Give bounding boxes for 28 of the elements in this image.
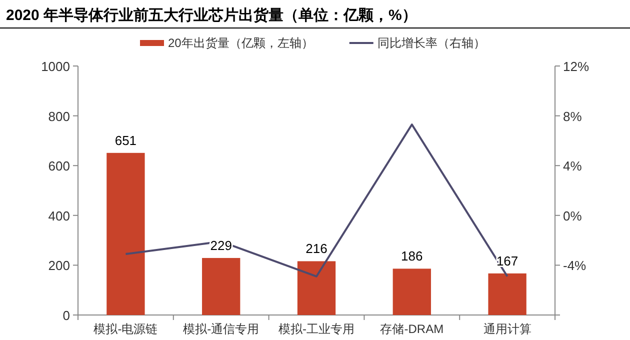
chart-title: 2020 年半导体行业前五大行业芯片出货量（单位：亿颗，%） xyxy=(6,7,417,24)
bar xyxy=(297,261,336,315)
data-label: 651 xyxy=(114,132,137,148)
x-tick-label: 模拟-工业专用 xyxy=(278,322,354,336)
x-tick-label: 模拟-电源链 xyxy=(94,322,158,336)
data-label: 216 xyxy=(306,241,328,256)
y-tick-label: 0 xyxy=(62,308,70,323)
y2-tick-label: 12% xyxy=(563,59,590,74)
y2-tick-label: 0% xyxy=(563,208,582,224)
bar xyxy=(488,273,526,315)
y2-tick-label: 4% xyxy=(563,158,582,174)
x-tick-label: 存储-DRAM xyxy=(380,322,444,336)
y-tick-label: 1000 xyxy=(41,59,70,74)
y2-tick-label: -4% xyxy=(563,258,587,274)
x-tick-label: 模拟-通信专用 xyxy=(183,322,260,336)
y-tick-label: 200 xyxy=(48,258,70,274)
y-tick-label: 800 xyxy=(48,108,70,124)
bar xyxy=(202,258,240,315)
data-label: 186 xyxy=(401,248,423,264)
x-tick-label: 通用计算 xyxy=(483,322,532,336)
y2-tick-label: 8% xyxy=(563,108,582,124)
bar xyxy=(392,268,431,315)
y-tick-label: 400 xyxy=(48,208,70,224)
y-tick-label: 600 xyxy=(48,158,70,174)
bar xyxy=(106,152,145,315)
legend-label: 20年出货量（亿颗，左轴） xyxy=(168,36,314,50)
data-label: 167 xyxy=(496,253,518,268)
legend-label: 同比增长率（右轴） xyxy=(377,36,486,50)
